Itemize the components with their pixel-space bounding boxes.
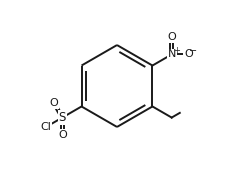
Text: O: O (184, 49, 193, 60)
Text: Cl: Cl (41, 122, 51, 132)
Text: N: N (168, 49, 176, 60)
Text: S: S (59, 111, 66, 124)
Text: O: O (49, 98, 58, 108)
Text: O: O (167, 32, 176, 42)
Text: O: O (58, 130, 67, 140)
Text: −: − (189, 46, 197, 56)
Text: +: + (173, 46, 180, 55)
